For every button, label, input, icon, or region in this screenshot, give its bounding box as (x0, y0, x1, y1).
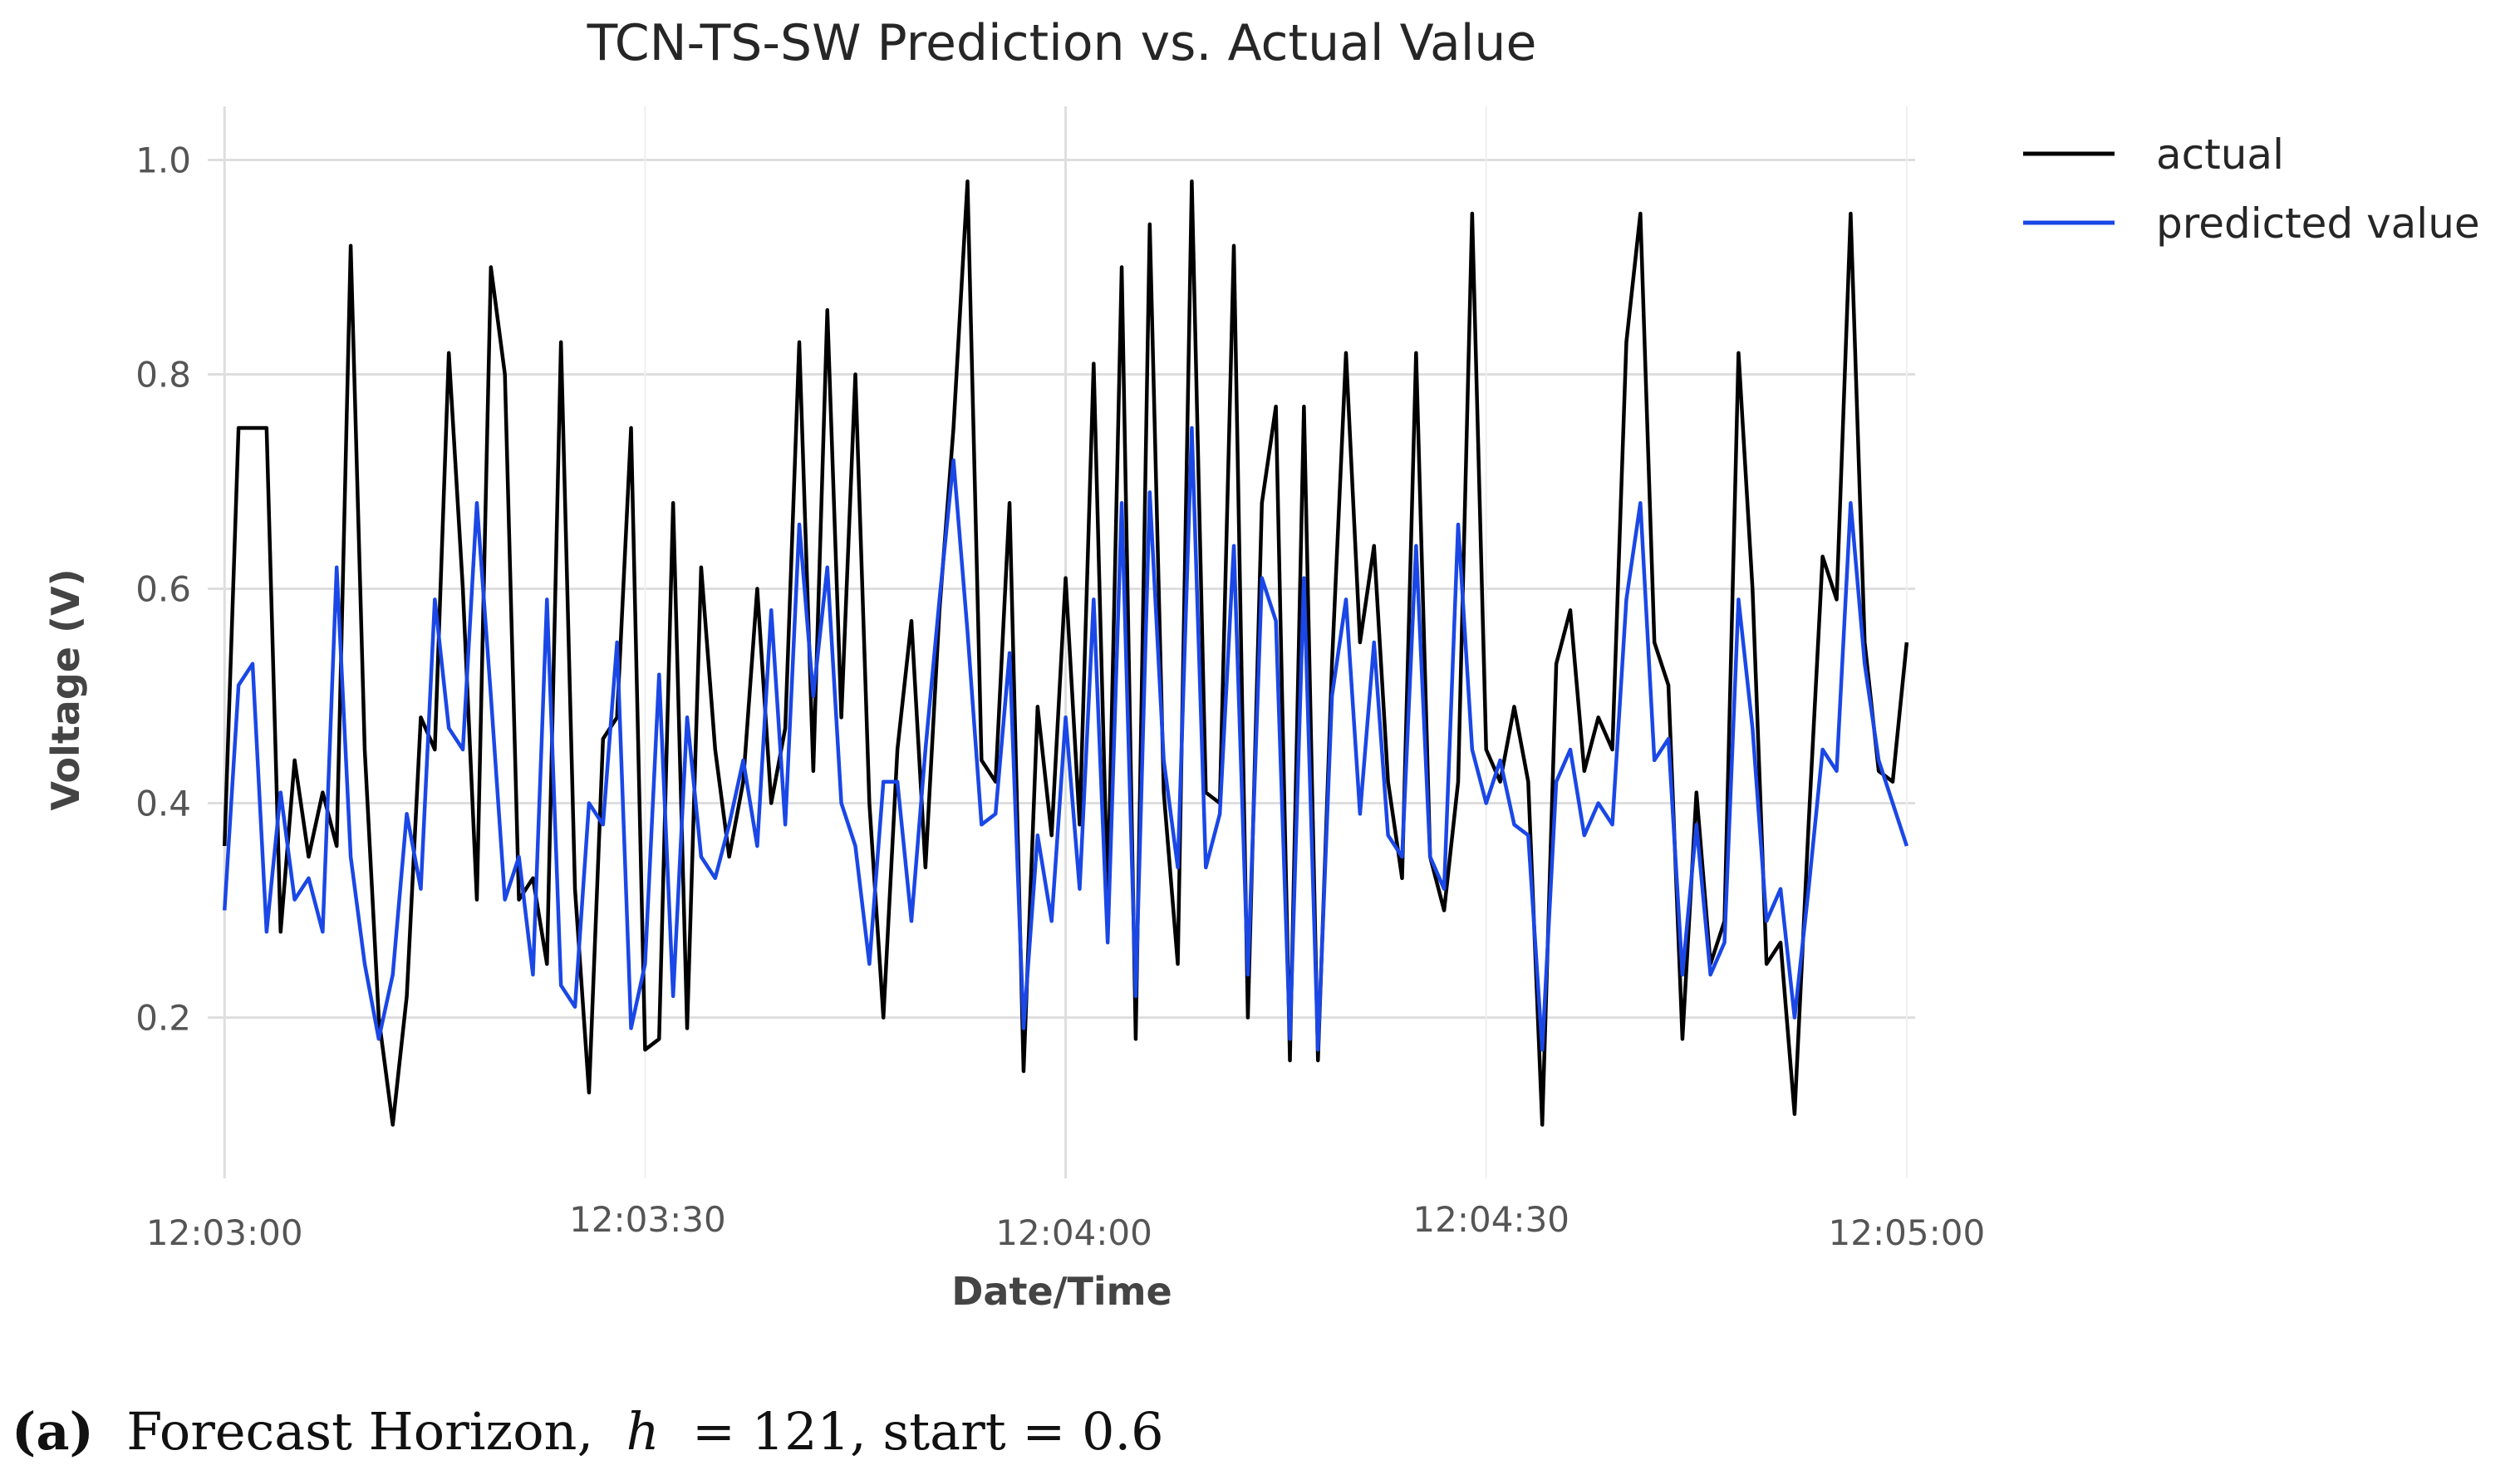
x-tick-label: 12:03:30 (569, 1199, 726, 1240)
x-tick-label: 12:04:30 (1412, 1199, 1569, 1240)
caption-variable: h (626, 1401, 660, 1462)
caption-label: (a) (12, 1401, 94, 1462)
legend-label-predicted: predicted value (2156, 199, 2480, 248)
series-line-predicted (223, 425, 1909, 1052)
y-tick-label: 0.8 (135, 355, 191, 396)
caption-text-before: Forecast Horizon, (111, 1401, 610, 1462)
x-tick-label: 12:04:00 (995, 1212, 1152, 1253)
y-tick-label: 0.2 (135, 998, 191, 1039)
figure-caption: (a) Forecast Horizon, h = 121, start = 0… (12, 1401, 1164, 1462)
axis-ticks: 0.2 0.4 0.6 0.8 1.0 12:03:00 12:03:30 12:04:00 1… (135, 140, 1985, 1254)
plot-series (222, 179, 1909, 1127)
caption-text-after: = 121, start = 0.6 (675, 1401, 1163, 1462)
y-tick-label: 0.6 (135, 569, 191, 610)
grid-lines (208, 106, 1915, 1178)
y-tick-label: 1.0 (135, 140, 191, 181)
legend-label-actual: actual (2156, 130, 2284, 179)
chart-title: TCN-TS-SW Prediction vs. Actual Value (587, 14, 1537, 72)
y-axis-label: Voltage (V) (43, 568, 88, 810)
y-tick-label: 0.4 (135, 784, 191, 824)
legend: actual predicted value (2023, 130, 2480, 248)
series-line-actual (222, 179, 1909, 1127)
x-axis-label: Date/Time (951, 1269, 1172, 1314)
x-tick-label: 12:03:00 (146, 1212, 303, 1253)
x-tick-label: 12:05:00 (1829, 1212, 1986, 1253)
